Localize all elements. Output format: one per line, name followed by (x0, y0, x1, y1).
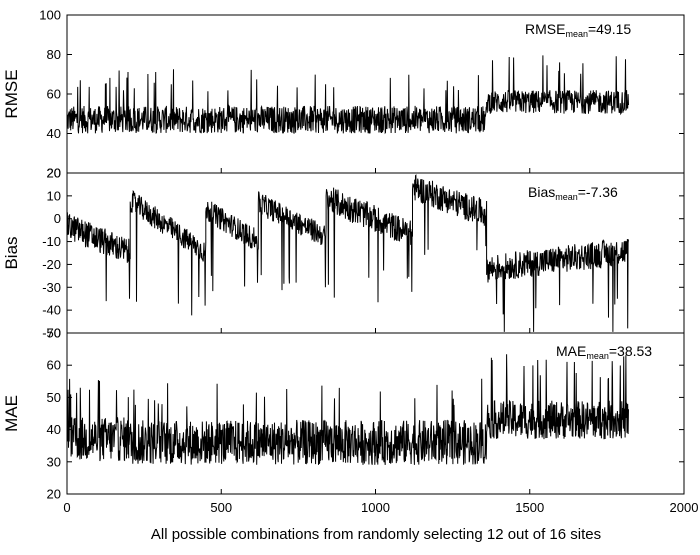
y-tick-label: -20 (42, 257, 61, 272)
panel-frame (66, 14, 685, 174)
annotation-subscript: mean (555, 192, 578, 202)
y-tick-label: 20 (47, 487, 61, 502)
y-tick-label: 70 (47, 326, 61, 341)
annotation-value: =38.53 (609, 343, 652, 359)
x-tick-label: 0 (63, 500, 70, 515)
x-tick-label: 2000 (670, 500, 699, 515)
series-line (66, 354, 629, 465)
annotation-bias: Biasmean=-7.36 (528, 184, 618, 202)
annotation-prefix: Bias (528, 184, 555, 200)
annotation-value: =49.15 (588, 21, 631, 37)
series-line (66, 55, 629, 135)
annotation-mae: MAEmean=38.53 (556, 343, 652, 361)
x-tick-label: 1500 (515, 500, 544, 515)
y-axis-label: RMSE (2, 69, 21, 118)
annotation-rmse: RMSEmean=49.15 (525, 21, 631, 39)
y-tick-label: 20 (47, 166, 61, 181)
annotation-prefix: RMSE (525, 21, 565, 37)
x-axis-label: All possible combinations from randomly … (151, 526, 601, 543)
y-axis-label: MAE (2, 395, 21, 432)
y-axis-label: Bias (2, 236, 21, 269)
annotation-subscript: mean (565, 29, 588, 39)
y-tick-label: 50 (47, 390, 61, 405)
annotation-subscript: mean (586, 351, 609, 361)
y-tick-label: 80 (47, 47, 61, 62)
y-tick-label: 60 (47, 358, 61, 373)
y-tick-label: -10 (42, 234, 61, 249)
y-tick-label: 40 (47, 422, 61, 437)
y-tick-label: 20 (47, 166, 61, 181)
annotation-prefix: MAE (556, 343, 586, 359)
y-tick-label: -50 (42, 326, 61, 341)
y-tick-label: -30 (42, 280, 61, 295)
y-tick-label: 60 (47, 87, 61, 102)
y-tick-label: 0 (54, 211, 61, 226)
y-tick-label: 100 (39, 8, 61, 23)
annotation-value: =-7.36 (578, 184, 618, 200)
y-tick-label: 30 (47, 454, 61, 469)
y-tick-label: 40 (47, 126, 61, 141)
y-tick-label: 10 (47, 188, 61, 203)
x-tick-label: 1000 (361, 500, 390, 515)
series-line (66, 174, 629, 332)
x-tick-label: 500 (210, 500, 232, 515)
y-tick-label: -40 (42, 303, 61, 318)
